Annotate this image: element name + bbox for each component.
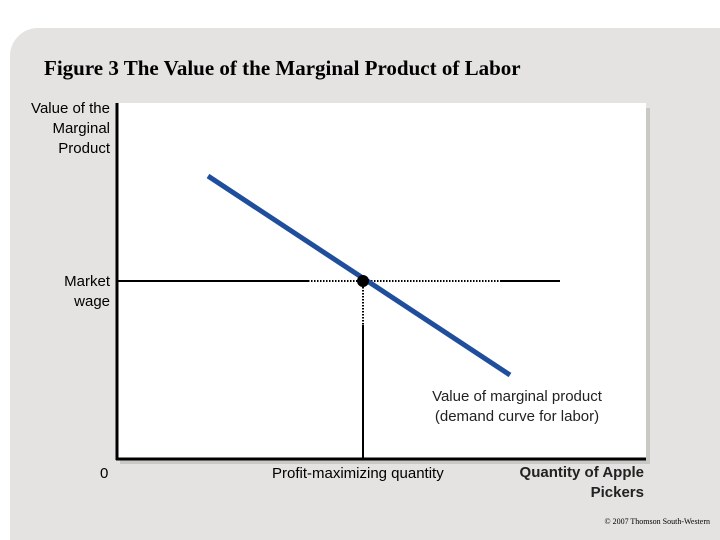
x-axis-label: Quantity of Apple Pickers <box>519 464 644 501</box>
plot-shadow-bottom <box>120 460 650 464</box>
vmp-demand-curve <box>206 173 512 378</box>
equilibrium-point <box>357 275 369 287</box>
copyright-notice: © 2007 Thomson South-Western <box>604 517 710 526</box>
y-axis-label: Value of the Marginal Product <box>31 100 110 157</box>
plot-shadow-right <box>646 108 650 463</box>
origin-label: 0 <box>100 465 109 482</box>
profit-maximizing-quantity-label: Profit-maximizing quantity <box>272 465 444 482</box>
curve-label: Value of marginal product (demand curve … <box>432 388 602 425</box>
market-wage-label: Market wage <box>64 273 110 310</box>
figure-title: Figure 3 The Value of the Marginal Produ… <box>44 56 521 80</box>
